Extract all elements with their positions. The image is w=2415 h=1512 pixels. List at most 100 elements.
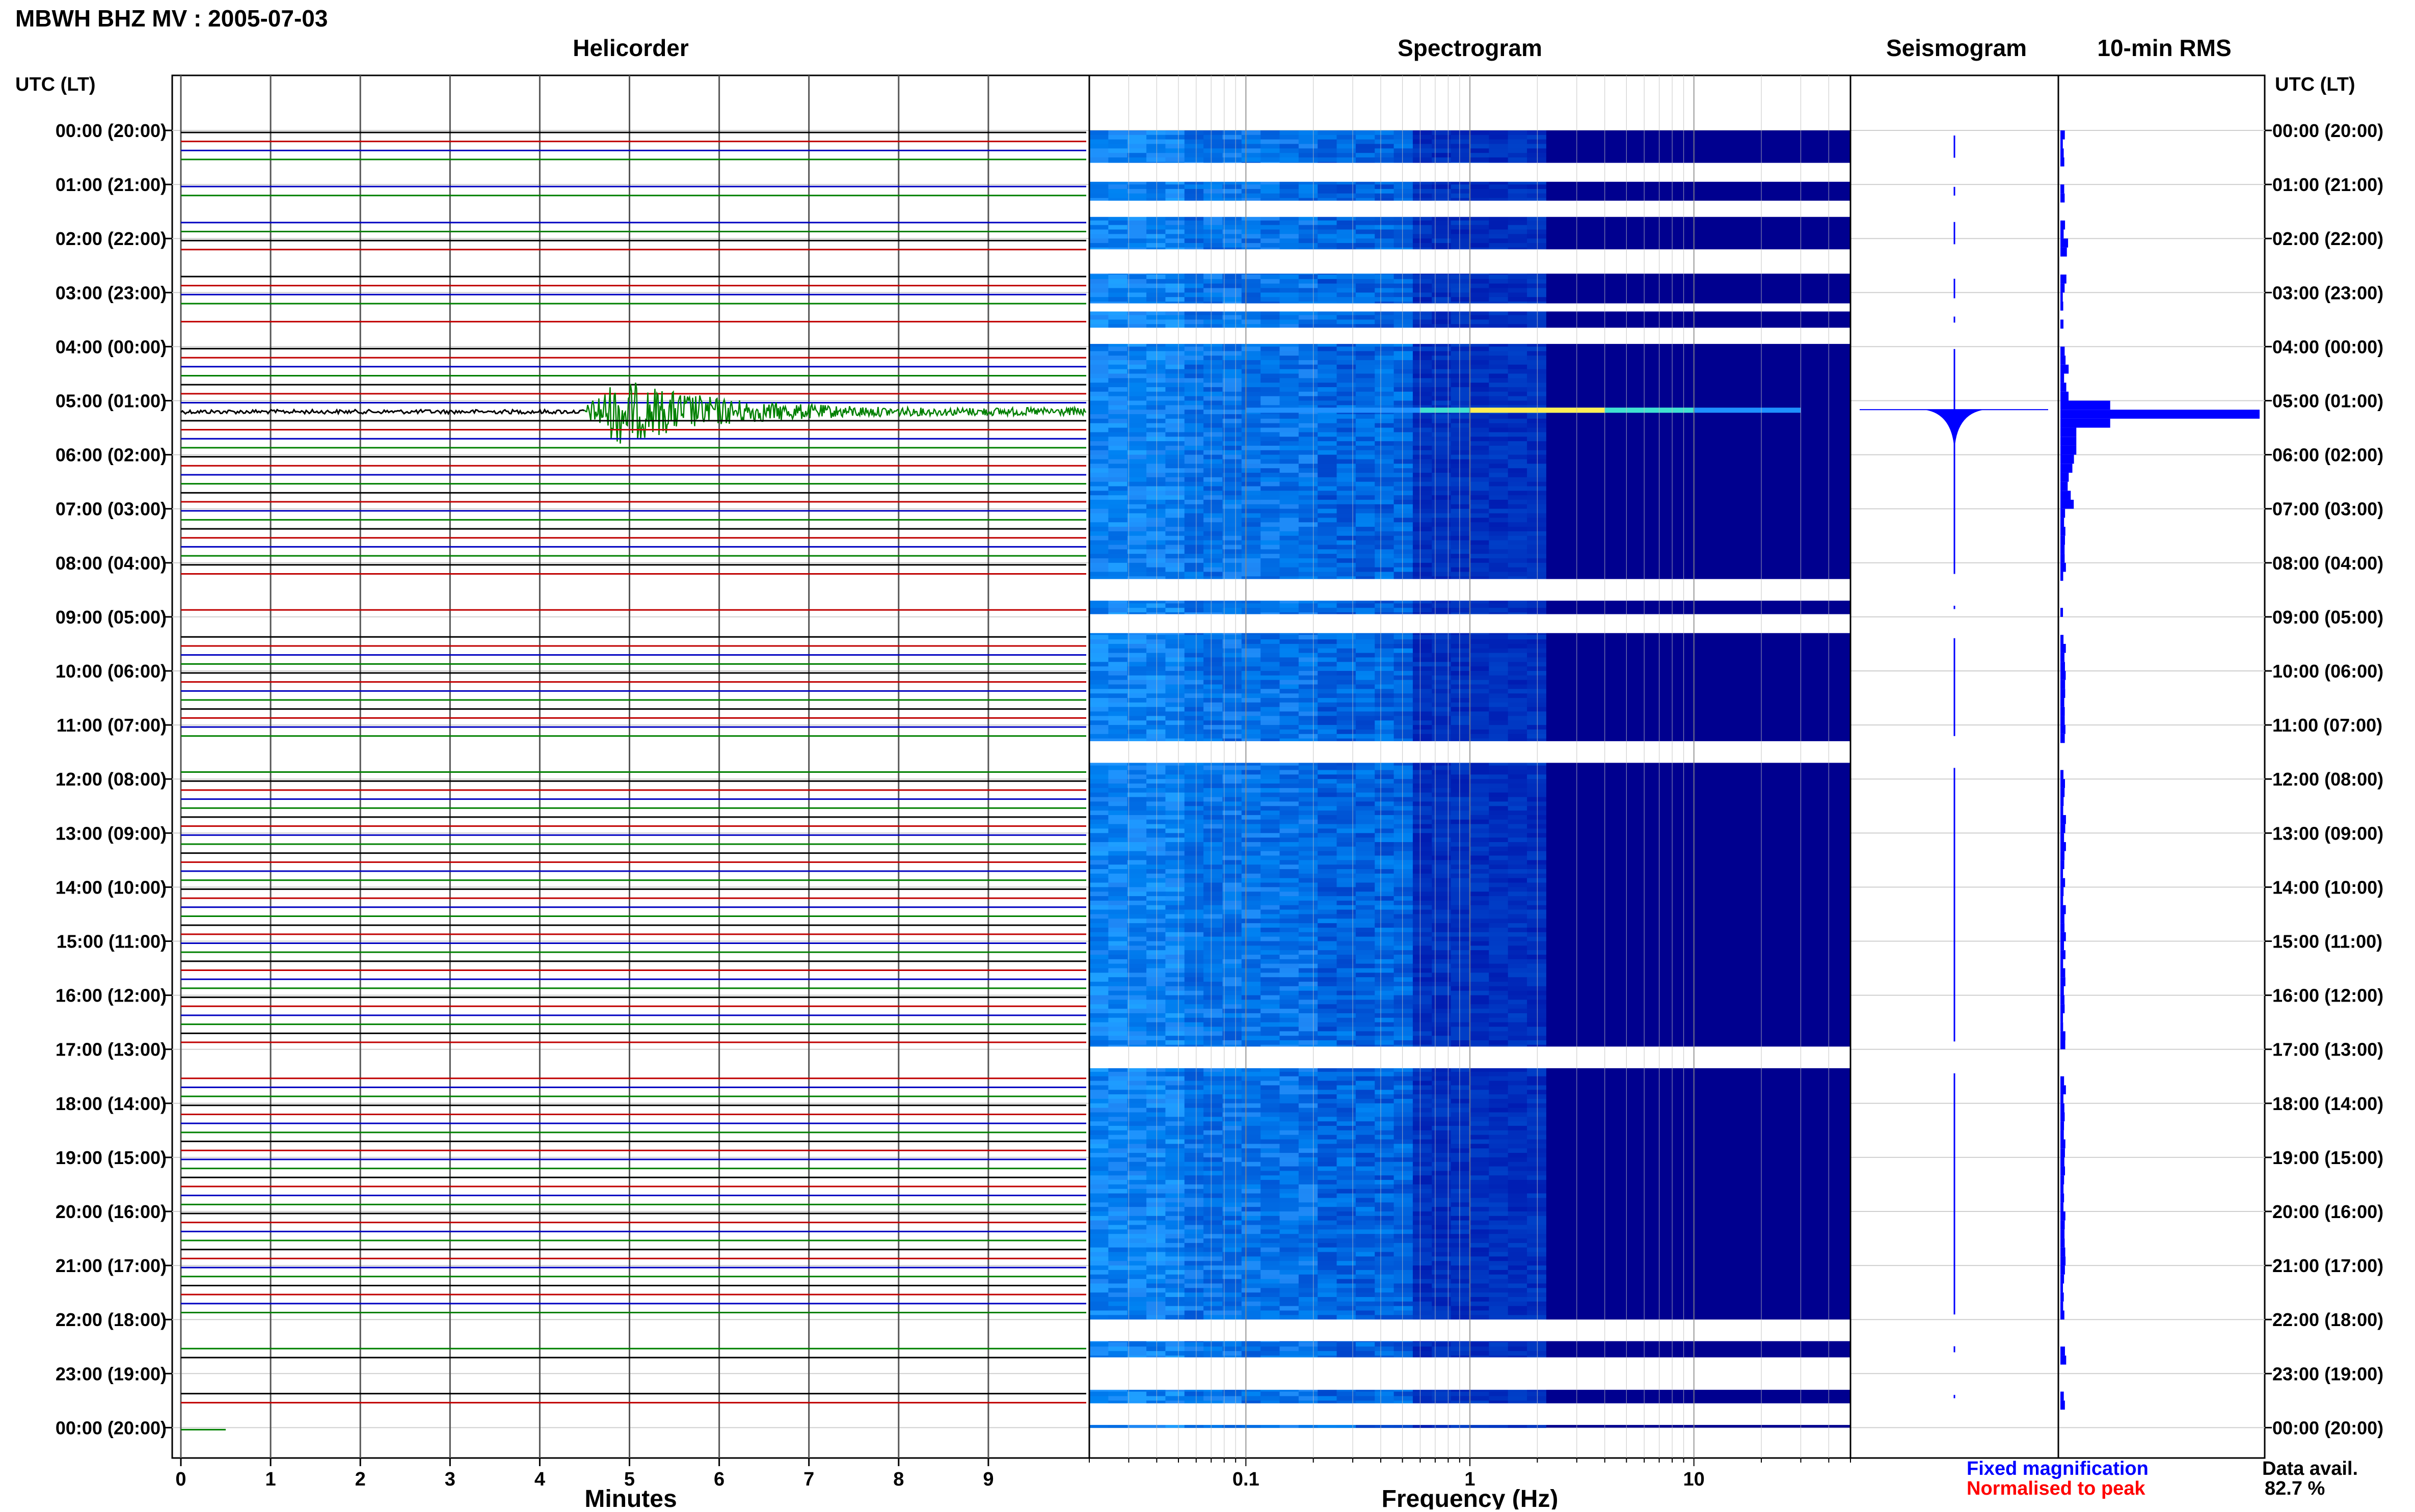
- spectrogram-cell: [1337, 946, 1356, 950]
- spectrogram-cell: [1318, 842, 1337, 847]
- spectrogram-cell: [1128, 292, 1147, 297]
- spectrogram-cell: [1394, 297, 1413, 302]
- spectrogram-cell: [1089, 793, 1109, 797]
- spectrogram-cell: [1260, 194, 1280, 198]
- helicorder-x-tick-label: 3: [445, 1469, 455, 1490]
- spectrogram-cell: [1185, 653, 1204, 658]
- spectrogram-cell: [1128, 536, 1147, 541]
- spectrogram-cell: [1260, 968, 1280, 973]
- spectrogram-cell: [1280, 820, 1299, 824]
- spectrogram-cell: [1451, 243, 1470, 248]
- spectrogram-cell: [1128, 572, 1147, 576]
- spectrogram-cell: [1413, 230, 1432, 234]
- spectrogram-cell: [1108, 319, 1128, 324]
- spectrogram-cell: [1527, 712, 1546, 716]
- spectrogram-cell: [1146, 910, 1166, 914]
- spectrogram-cell: [1451, 860, 1470, 865]
- spectrogram-cell: [1146, 545, 1166, 549]
- spectrogram-cell: [1527, 824, 1546, 829]
- spectrogram-cell: [1394, 793, 1413, 797]
- spectrogram-cell: [1299, 243, 1318, 248]
- spectrogram-cell: [1489, 450, 1508, 455]
- spectrogram-cell: [1089, 495, 1109, 500]
- spectrogram-cell: [1146, 666, 1166, 671]
- spectrogram-cell: [1413, 941, 1432, 946]
- spectrogram-cell: [1527, 568, 1546, 572]
- spectrogram-cell: [1165, 865, 1185, 869]
- spectrogram-cell: [1375, 221, 1394, 225]
- spectrogram-cell: [1242, 657, 1261, 662]
- spectrogram-cell: [1489, 373, 1508, 378]
- spectrogram-cell: [1280, 486, 1299, 491]
- spectrogram-cell: [1260, 401, 1280, 406]
- spectrogram-cell: [1108, 725, 1128, 730]
- spectrogram-cell: [1489, 734, 1508, 739]
- spectrogram-cell: [1146, 495, 1166, 500]
- time-label-right: 06:00 (02:00): [2272, 445, 2383, 466]
- spectrogram-cell: [1203, 865, 1223, 869]
- spectrogram-cell: [1527, 221, 1546, 225]
- spectrogram-cell: [1242, 662, 1261, 666]
- spectrogram-cell: [1451, 720, 1470, 725]
- spectrogram-cell: [1337, 441, 1356, 446]
- spectrogram-cell: [1165, 955, 1185, 959]
- spectrogram-cell: [1203, 639, 1223, 644]
- spectrogram-cell: [1128, 459, 1147, 464]
- spectrogram-cell: [1146, 558, 1166, 563]
- spectrogram-cell: [1128, 423, 1147, 428]
- spectrogram-cell: [1375, 703, 1394, 707]
- spectrogram-cell: [1337, 833, 1356, 838]
- spectrogram-cell: [1128, 356, 1147, 360]
- spectrogram-cell: [1356, 878, 1375, 883]
- spectrogram-cell: [1260, 558, 1280, 563]
- spectrogram-cell: [1337, 662, 1356, 666]
- spectrogram-cell: [1508, 360, 1527, 365]
- spectrogram-cell: [1108, 811, 1128, 815]
- spectrogram-cell: [1508, 464, 1527, 468]
- spectrogram-cell: [1128, 401, 1147, 406]
- spectrogram-cell: [1489, 779, 1508, 784]
- spectrogram-cell: [1089, 486, 1109, 491]
- spectrogram-cell: [1337, 806, 1356, 811]
- spectrogram-cell: [1299, 446, 1318, 450]
- spectrogram-cell: [1203, 666, 1223, 671]
- spectrogram-cell: [1356, 477, 1375, 482]
- spectrogram-cell: [1146, 828, 1166, 833]
- spectrogram-cell: [1146, 410, 1166, 414]
- spectrogram-cell: [1089, 910, 1109, 914]
- spectrogram-cell: [1299, 680, 1318, 685]
- spectrogram-cell: [1489, 914, 1508, 919]
- spectrogram-cell: [1356, 671, 1375, 676]
- spectrogram-cell: [1394, 450, 1413, 455]
- spectrogram-cell: [1203, 387, 1223, 392]
- spectrogram-cell: [1375, 554, 1394, 558]
- spectrogram-cell: [1146, 468, 1166, 473]
- spectrogram-cell: [1128, 387, 1147, 392]
- spectrogram-cell: [1280, 189, 1299, 194]
- spectrogram-cell: [1299, 392, 1318, 396]
- spectrogram-cell: [1413, 779, 1432, 784]
- spectrogram-cell: [1165, 815, 1185, 820]
- spectrogram-cell: [1356, 986, 1375, 991]
- spectrogram-cell: [1356, 838, 1375, 842]
- spectrogram-cell: [1222, 896, 1242, 901]
- spectrogram-cell: [1108, 774, 1128, 779]
- spectrogram-cell: [1146, 230, 1166, 234]
- spectrogram-cell: [1489, 387, 1508, 392]
- spectrogram-cell: [1089, 676, 1109, 680]
- spectrogram-cell: [1470, 914, 1489, 919]
- spectrogram-cell: [1203, 914, 1223, 919]
- spectrogram-cell: [1413, 973, 1432, 977]
- spectrogram-cell: [1299, 842, 1318, 847]
- spectrogram-cell: [1260, 455, 1280, 460]
- spectrogram-cell: [1203, 541, 1223, 545]
- spectrogram-cell: [1089, 184, 1109, 189]
- spectrogram-cell: [1146, 284, 1166, 288]
- spectrogram-cell: [1318, 703, 1337, 707]
- spectrogram-cell: [1222, 477, 1242, 482]
- spectrogram-cell: [1489, 437, 1508, 441]
- spectrogram-cell: [1470, 937, 1489, 941]
- spectrogram-cell: [1470, 959, 1489, 964]
- spectrogram-cell: [1260, 874, 1280, 878]
- spectrogram-cell: [1337, 135, 1356, 140]
